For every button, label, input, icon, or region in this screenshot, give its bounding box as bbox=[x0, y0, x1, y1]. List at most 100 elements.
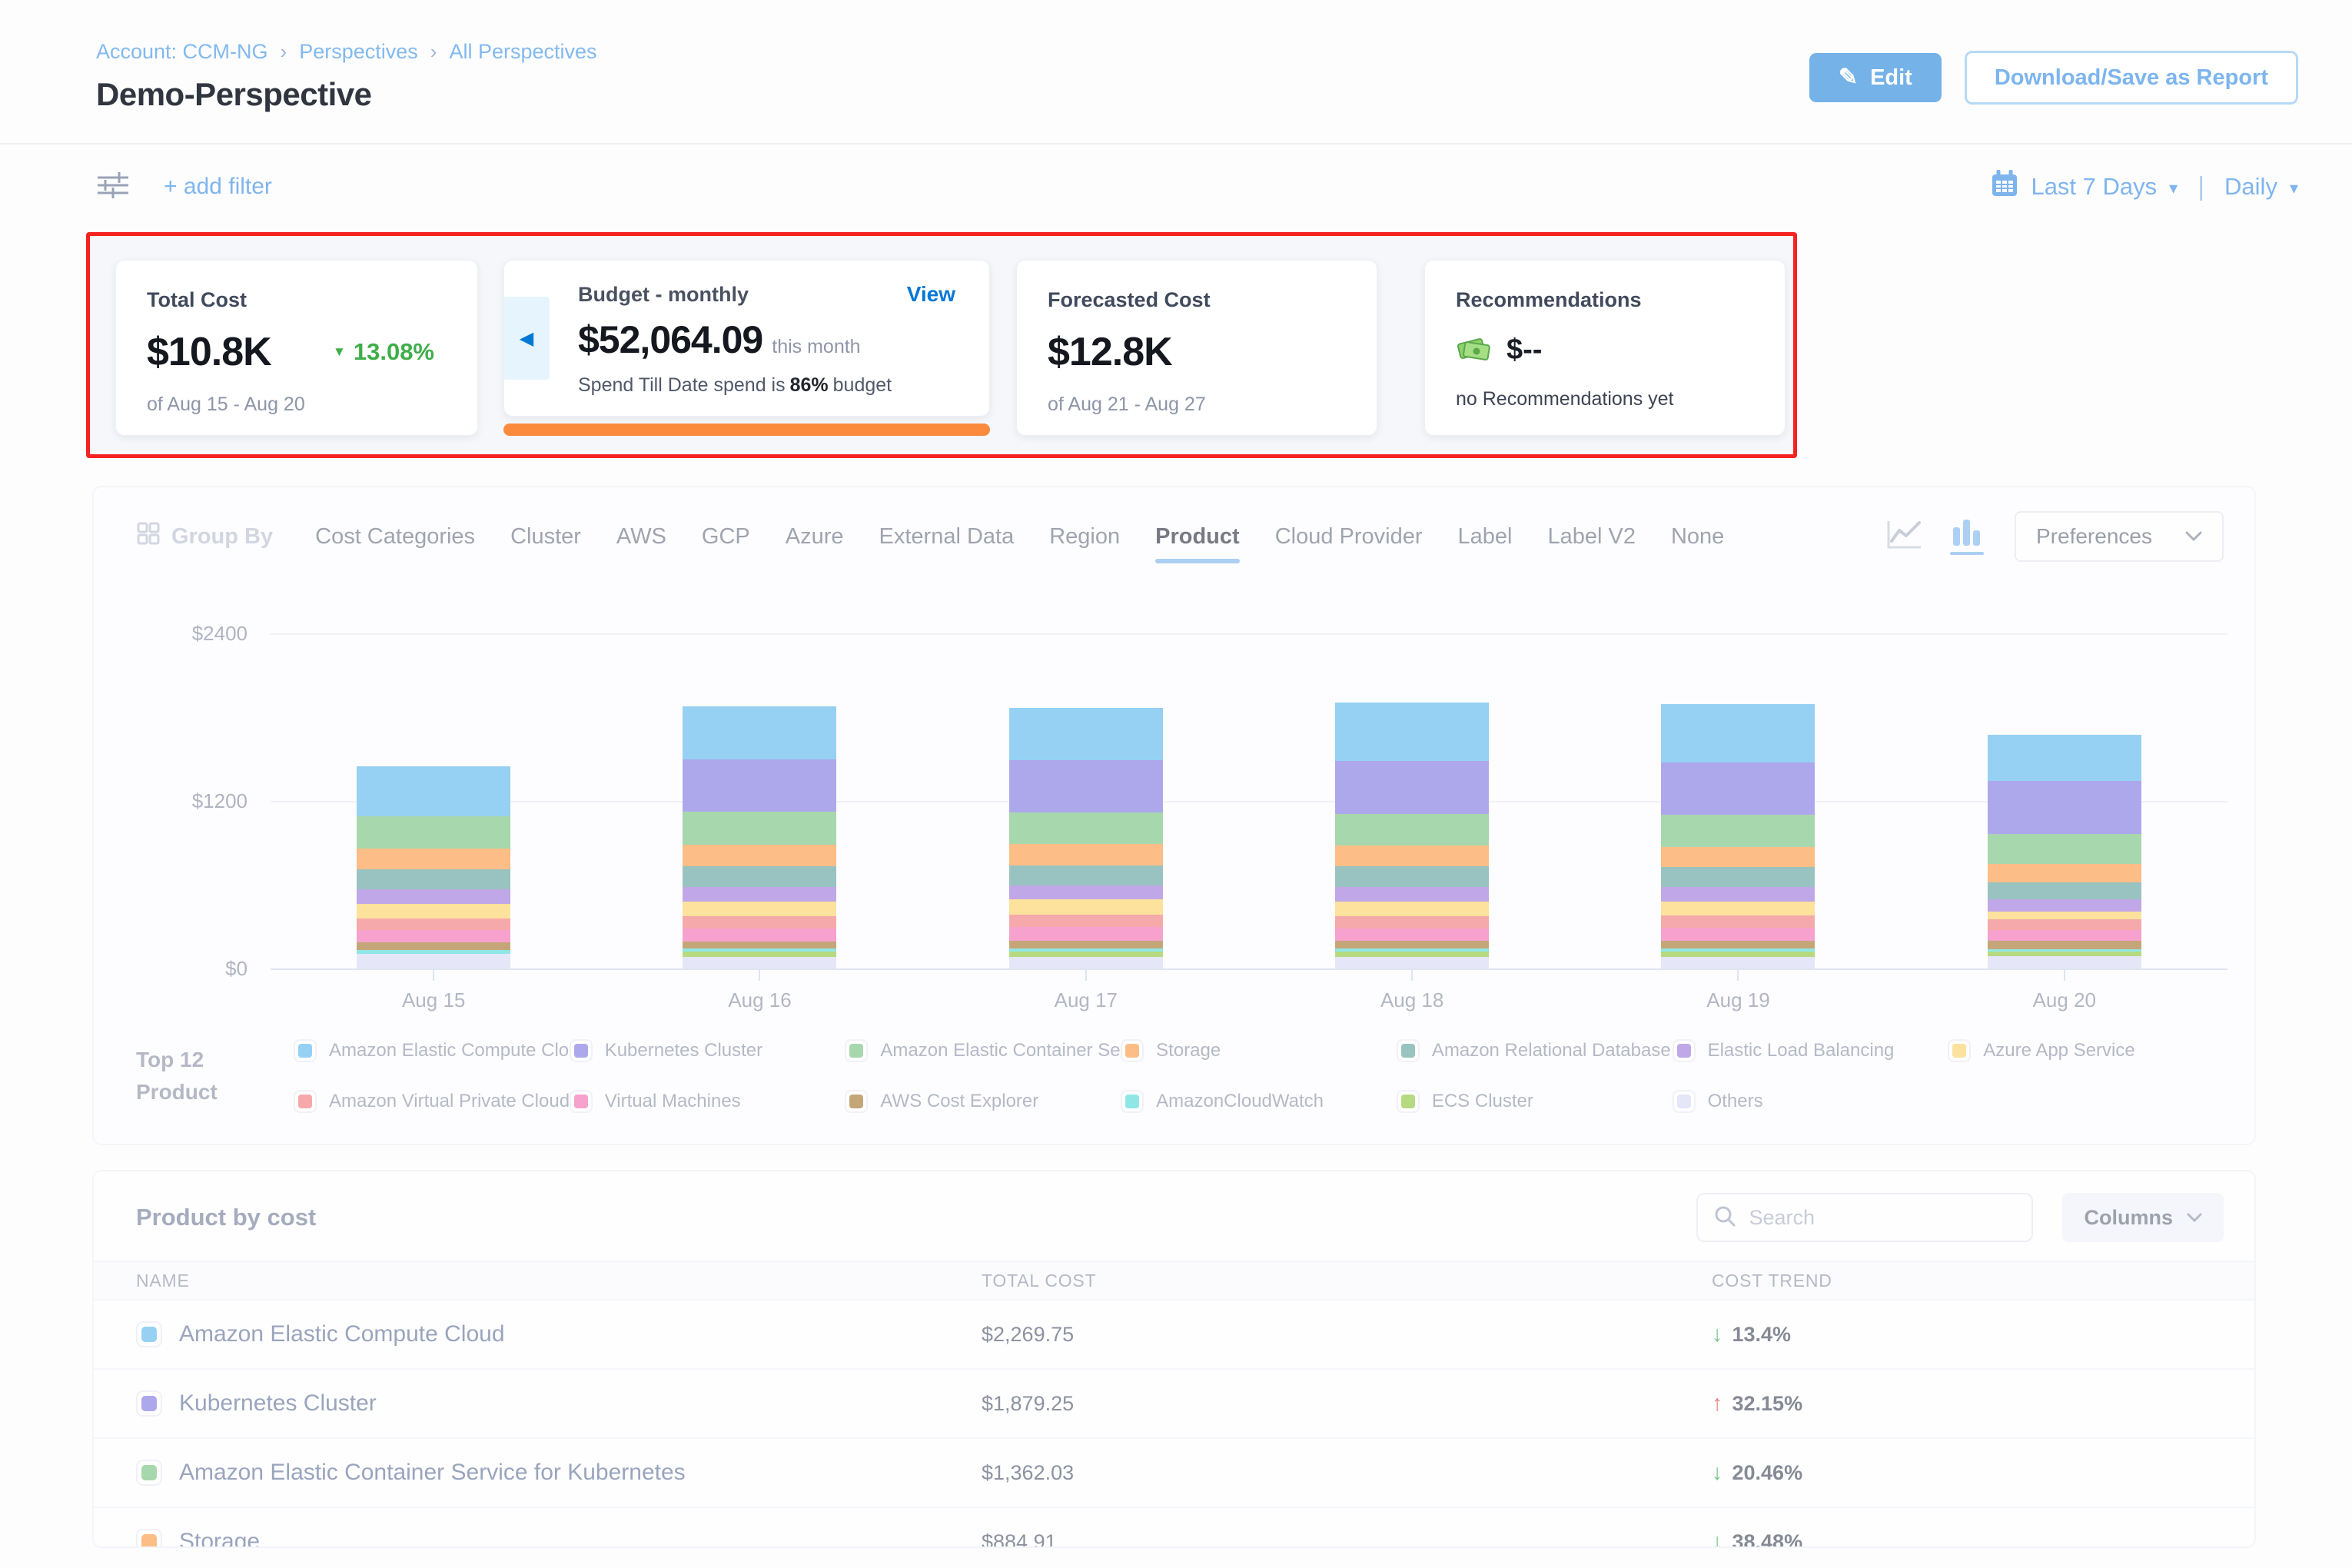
bar-segment[interactable] bbox=[1335, 813, 1490, 845]
bar-segment[interactable] bbox=[357, 950, 511, 954]
bar-chart-icon[interactable] bbox=[1950, 518, 1984, 555]
group-by-tab-gcp[interactable]: GCP bbox=[701, 523, 750, 549]
bar-segment[interactable] bbox=[1335, 948, 1490, 952]
bar-segment[interactable] bbox=[683, 812, 837, 845]
bar-segment[interactable] bbox=[683, 915, 837, 929]
bar-segment[interactable] bbox=[1008, 940, 1163, 948]
bar-segment[interactable] bbox=[357, 889, 511, 904]
group-by-tab-cloud-provider[interactable]: Cloud Provider bbox=[1274, 523, 1423, 549]
budget-view-link[interactable]: View bbox=[906, 282, 955, 306]
bar-segment[interactable] bbox=[1661, 762, 1815, 815]
bar-segment[interactable] bbox=[1335, 915, 1490, 929]
bar-segment[interactable] bbox=[683, 887, 837, 902]
bar-segment[interactable] bbox=[683, 928, 837, 942]
bar-segment[interactable] bbox=[1008, 708, 1163, 761]
bar-segment[interactable] bbox=[1008, 885, 1163, 900]
search-input[interactable] bbox=[1747, 1204, 2017, 1231]
legend-item[interactable]: Elastic Load Balancing bbox=[1672, 1039, 1948, 1062]
group-by-tab-cluster[interactable]: Cluster bbox=[510, 523, 581, 549]
column-header-total-cost[interactable]: TOTAL COST bbox=[982, 1270, 1097, 1291]
bar-segment[interactable] bbox=[357, 816, 511, 849]
bar-segment[interactable] bbox=[1335, 845, 1490, 867]
table-row[interactable]: Amazon Elastic Container Service for Kub… bbox=[94, 1439, 2254, 1508]
bar-segment[interactable] bbox=[1987, 780, 2141, 834]
legend-item[interactable]: Amazon Elastic Container Se... bbox=[845, 1039, 1121, 1062]
bar-segment[interactable] bbox=[683, 759, 837, 812]
bar-segment[interactable] bbox=[1008, 844, 1163, 865]
stacked-bar-aug-19[interactable] bbox=[1661, 704, 1815, 968]
bar-segment[interactable] bbox=[357, 848, 511, 870]
table-search[interactable] bbox=[1696, 1193, 2034, 1242]
bar-segment[interactable] bbox=[1987, 940, 2141, 949]
group-by-tab-azure[interactable]: Azure bbox=[785, 523, 844, 549]
bar-segment[interactable] bbox=[1987, 882, 2141, 900]
group-by-tab-label-v2[interactable]: Label V2 bbox=[1547, 523, 1636, 549]
stacked-bar-aug-20[interactable] bbox=[1987, 734, 2141, 968]
bar-segment[interactable] bbox=[1335, 702, 1490, 761]
bar-segment[interactable] bbox=[683, 901, 837, 916]
group-by-tab-product[interactable]: Product bbox=[1155, 523, 1240, 563]
date-range-selector[interactable]: Last 7 Days bbox=[2031, 173, 2158, 200]
bar-segment[interactable] bbox=[357, 930, 511, 943]
group-by-tab-none[interactable]: None bbox=[1670, 523, 1725, 549]
bar-segment[interactable] bbox=[1987, 930, 2141, 941]
bar-segment[interactable] bbox=[1008, 899, 1163, 915]
preferences-dropdown[interactable]: Preferences bbox=[2015, 511, 2224, 562]
bar-segment[interactable] bbox=[357, 953, 511, 968]
bar-segment[interactable] bbox=[1335, 887, 1490, 902]
line-chart-icon[interactable] bbox=[1885, 518, 1924, 556]
legend-item[interactable]: AmazonCloudWatch bbox=[1121, 1090, 1397, 1113]
legend-item[interactable]: Amazon Relational Database ... bbox=[1396, 1039, 1673, 1062]
stacked-bar-aug-16[interactable] bbox=[683, 706, 837, 968]
bar-segment[interactable] bbox=[357, 903, 511, 919]
legend-item[interactable]: Storage bbox=[1121, 1039, 1397, 1062]
bar-segment[interactable] bbox=[1008, 760, 1163, 812]
bar-segment[interactable] bbox=[1661, 956, 1815, 968]
column-header-name[interactable]: NAME bbox=[136, 1270, 190, 1291]
bar-segment[interactable] bbox=[357, 869, 511, 889]
bar-segment[interactable] bbox=[683, 952, 837, 957]
bar-segment[interactable] bbox=[1335, 760, 1490, 814]
edit-button[interactable]: ✎ Edit bbox=[1809, 53, 1942, 102]
bar-segment[interactable] bbox=[1661, 941, 1815, 949]
table-row[interactable]: Amazon Elastic Compute Cloud $2,269.75 ↓ 13… bbox=[94, 1301, 2254, 1370]
bar-segment[interactable] bbox=[1008, 927, 1163, 941]
bar-segment[interactable] bbox=[1987, 912, 2141, 920]
bar-segment[interactable] bbox=[1335, 928, 1490, 942]
legend-item[interactable]: Virtual Machines bbox=[569, 1090, 845, 1113]
stacked-bar-chart[interactable] bbox=[271, 633, 2227, 970]
columns-dropdown[interactable]: Columns bbox=[2062, 1193, 2224, 1242]
bar-segment[interactable] bbox=[1987, 948, 2141, 952]
granularity-selector[interactable]: Daily bbox=[2224, 173, 2277, 200]
bar-segment[interactable] bbox=[1987, 863, 2141, 883]
group-by-tab-aws[interactable]: AWS bbox=[616, 523, 666, 549]
bar-segment[interactable] bbox=[357, 942, 511, 951]
bar-segment[interactable] bbox=[1987, 833, 2141, 864]
bar-segment[interactable] bbox=[1335, 866, 1490, 888]
bar-segment[interactable] bbox=[1008, 956, 1163, 968]
bar-segment[interactable] bbox=[1661, 952, 1815, 957]
chevron-down-icon[interactable]: ▾ bbox=[2289, 178, 2298, 198]
legend-item[interactable]: ECS Cluster bbox=[1396, 1090, 1673, 1113]
legend-item[interactable]: Amazon Virtual Private Cloud bbox=[294, 1090, 570, 1113]
breadcrumb-all-perspectives[interactable]: All Perspectives bbox=[449, 40, 597, 63]
legend-item[interactable]: Others bbox=[1672, 1090, 1948, 1113]
breadcrumb-account[interactable]: Account: CCM-NG bbox=[96, 40, 268, 63]
group-by-tab-external-data[interactable]: External Data bbox=[879, 523, 1015, 549]
budget-prev-arrow-button[interactable]: ◀ bbox=[503, 297, 550, 380]
bar-segment[interactable] bbox=[1987, 899, 2141, 912]
bar-segment[interactable] bbox=[1661, 915, 1815, 928]
bar-segment[interactable] bbox=[1008, 915, 1163, 928]
legend-item[interactable]: Amazon Elastic Compute Clo... bbox=[294, 1039, 570, 1062]
legend-item[interactable]: AWS Cost Explorer bbox=[845, 1090, 1121, 1113]
legend-item[interactable]: Azure App Service bbox=[1948, 1039, 2224, 1062]
bar-segment[interactable] bbox=[357, 918, 511, 931]
bar-segment[interactable] bbox=[1008, 865, 1163, 885]
table-row[interactable]: Storage $884.91 ↓ 38.48% bbox=[94, 1508, 2254, 1546]
column-header-cost-trend[interactable]: COST TREND bbox=[1712, 1270, 1832, 1291]
bar-segment[interactable] bbox=[1661, 846, 1815, 868]
bar-segment[interactable] bbox=[1661, 928, 1815, 942]
group-by-tab-label[interactable]: Label bbox=[1457, 523, 1513, 549]
table-row[interactable]: Kubernetes Cluster $1,879.25 ↑ 32.15% bbox=[94, 1370, 2254, 1439]
bar-segment[interactable] bbox=[1987, 955, 2141, 968]
